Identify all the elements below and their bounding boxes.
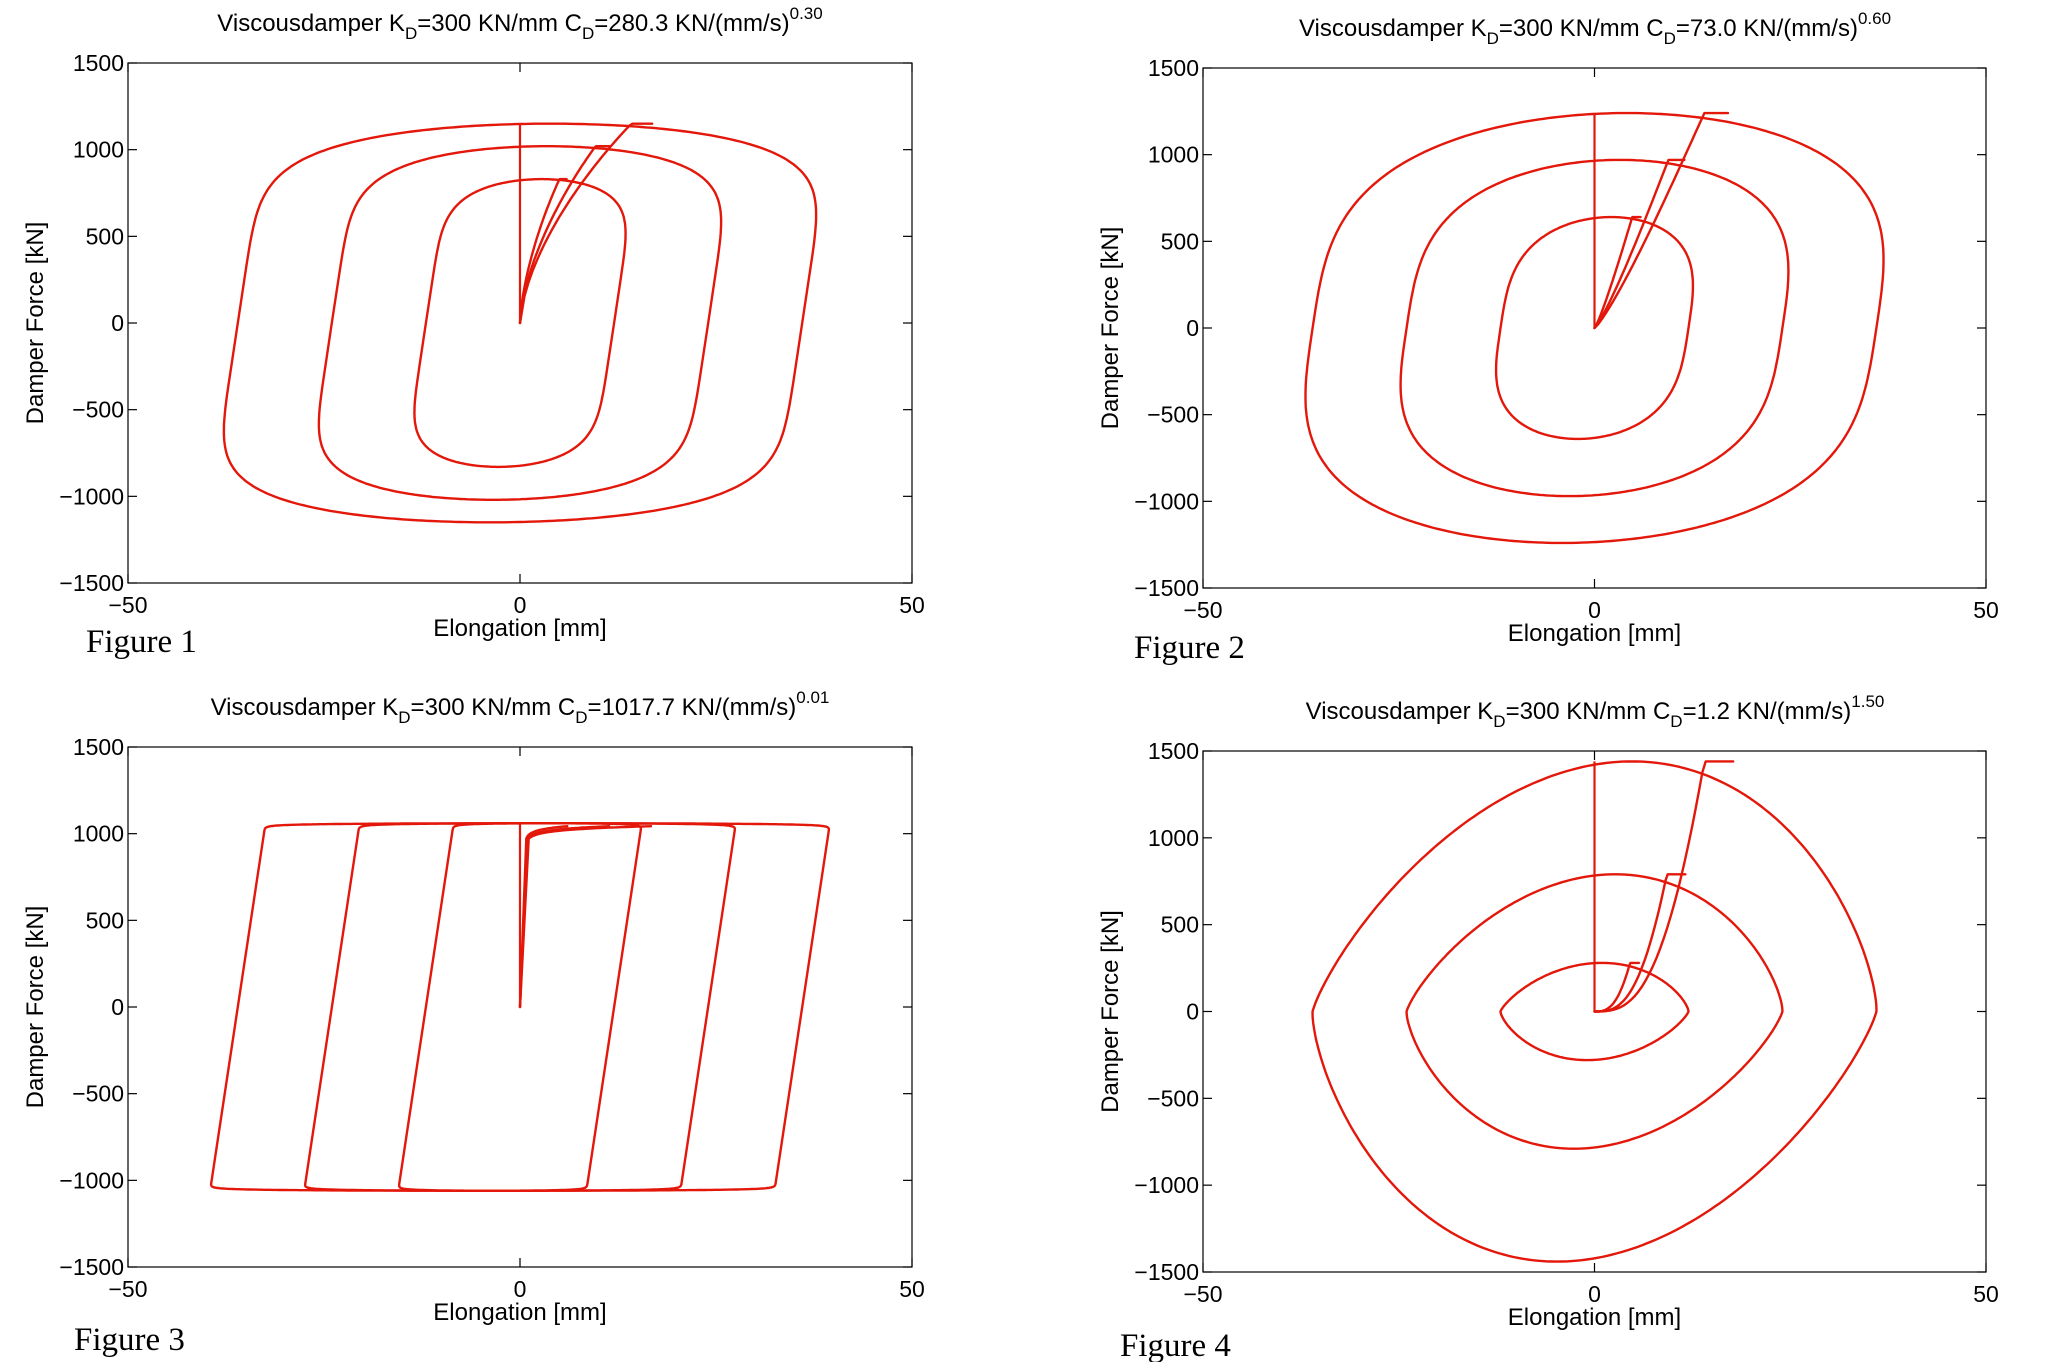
x-tick-label: 50 <box>1973 1281 1999 1307</box>
chart-title: Viscousdamper KD=300 KN/mm CD=73.0 KN/(m… <box>1299 9 1891 48</box>
initial-branch-1 <box>518 177 568 325</box>
y-tick-label: 1000 <box>73 137 124 163</box>
y-tick-label: −1000 <box>59 1167 124 1193</box>
y-tick-label: 500 <box>86 907 124 933</box>
x-tick-label: 50 <box>1973 597 1999 623</box>
y-tick-label: −1500 <box>59 570 124 596</box>
x-tick-label: 0 <box>1588 597 1601 623</box>
y-tick-label: −500 <box>72 1081 124 1107</box>
y-tick-label: 1000 <box>73 821 124 847</box>
y-tick-label: 1500 <box>1148 55 1199 81</box>
y-tick-label: −500 <box>1147 402 1199 428</box>
y-tick-label: −1000 <box>59 483 124 509</box>
y-axis-label: Damper Force [kN] <box>22 222 49 425</box>
figure-caption: Figure 4 <box>1120 1328 1231 1362</box>
y-tick-label: 500 <box>1161 912 1199 938</box>
initial-branch-2 <box>1593 158 1686 330</box>
hysteresis-loop-3 <box>209 822 831 1192</box>
y-tick-label: 1000 <box>1148 142 1199 168</box>
hysteresis-loop-1 <box>1494 215 1695 441</box>
y-tick-label: 1500 <box>73 50 124 76</box>
hysteresis-loop-3 <box>222 122 818 524</box>
y-tick-label: −500 <box>1147 1085 1199 1111</box>
y-tick-label: 1500 <box>73 734 124 760</box>
y-tick-label: −1000 <box>1134 488 1199 514</box>
y-tick-label: −1500 <box>59 1254 124 1280</box>
hysteresis-loop-2 <box>1399 158 1790 498</box>
hysteresis-loop-2 <box>317 145 723 501</box>
figure-caption: Figure 3 <box>74 1322 185 1358</box>
x-tick-label: −50 <box>108 592 147 618</box>
x-axis-label: Elongation [mm] <box>433 615 606 642</box>
x-axis-label: Elongation [mm] <box>1508 620 1681 647</box>
initial-branch-3 <box>518 825 653 1009</box>
x-tick-label: 0 <box>514 1276 527 1302</box>
initial-branch-1 <box>1593 215 1642 330</box>
hysteresis-loop-1 <box>1499 961 1690 1062</box>
y-tick-label: 1500 <box>1148 738 1199 764</box>
y-tick-label: 500 <box>86 223 124 249</box>
initial-branch-3 <box>518 122 654 325</box>
initial-branch-3 <box>1593 760 1735 1013</box>
chart-title: Viscousdamper KD=300 KN/mm CD=280.3 KN/(… <box>217 4 822 43</box>
x-axis-label: Elongation [mm] <box>1508 1304 1681 1331</box>
hysteresis-loop-3 <box>1304 111 1885 545</box>
initial-branch-3 <box>1593 111 1730 330</box>
chart-title: Viscousdamper KD=300 KN/mm CD=1017.7 KN/… <box>211 688 830 727</box>
y-tick-label: −1500 <box>1134 1259 1199 1285</box>
y-axis-label: Damper Force [kN] <box>22 906 49 1109</box>
x-axis-label: Elongation [mm] <box>433 1299 606 1326</box>
y-tick-label: 0 <box>111 310 124 336</box>
y-tick-label: 0 <box>1186 999 1199 1025</box>
figure-caption: Figure 1 <box>86 624 197 660</box>
figure-caption: Figure 2 <box>1134 630 1245 666</box>
y-tick-label: 1000 <box>1148 825 1199 851</box>
initial-branch-2 <box>518 145 611 325</box>
initial-branch-1 <box>518 825 569 1009</box>
x-tick-label: 0 <box>514 592 527 618</box>
x-tick-label: −50 <box>1183 1281 1222 1307</box>
y-tick-label: −1000 <box>1134 1172 1199 1198</box>
y-tick-label: −1500 <box>1134 575 1199 601</box>
x-tick-label: −50 <box>108 1276 147 1302</box>
y-axis-label: Damper Force [kN] <box>1097 910 1124 1113</box>
y-axis-label: Damper Force [kN] <box>1097 227 1124 430</box>
hysteresis-loop-1 <box>413 177 627 469</box>
y-tick-label: 0 <box>111 994 124 1020</box>
x-tick-label: 50 <box>899 592 925 618</box>
initial-branch-2 <box>518 825 611 1009</box>
x-tick-label: −50 <box>1183 597 1222 623</box>
hysteresis-loop-3 <box>1311 760 1878 1263</box>
chart-title: Viscousdamper KD=300 KN/mm CD=1.2 KN/(mm… <box>1306 692 1885 731</box>
y-tick-label: 500 <box>1161 228 1199 254</box>
x-tick-label: 50 <box>899 1276 925 1302</box>
hysteresis-loop-2 <box>1405 873 1784 1150</box>
x-tick-label: 0 <box>1588 1281 1601 1307</box>
y-tick-label: −500 <box>72 397 124 423</box>
y-tick-label: 0 <box>1186 315 1199 341</box>
